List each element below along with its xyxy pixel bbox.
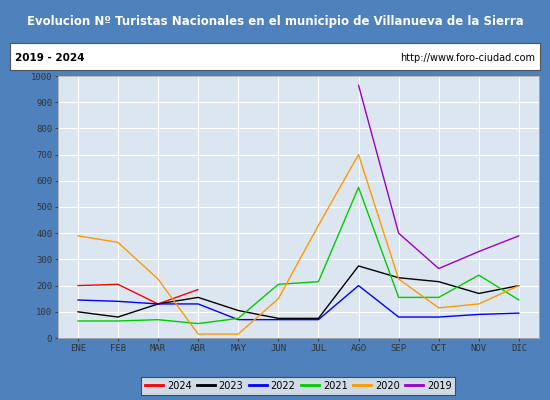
- Legend: 2024, 2023, 2022, 2021, 2020, 2019: 2024, 2023, 2022, 2021, 2020, 2019: [141, 377, 455, 395]
- Text: 2019 - 2024: 2019 - 2024: [15, 53, 85, 63]
- Text: http://www.foro-ciudad.com: http://www.foro-ciudad.com: [400, 53, 535, 63]
- Text: Evolucion Nº Turistas Nacionales en el municipio de Villanueva de la Sierra: Evolucion Nº Turistas Nacionales en el m…: [26, 15, 524, 28]
